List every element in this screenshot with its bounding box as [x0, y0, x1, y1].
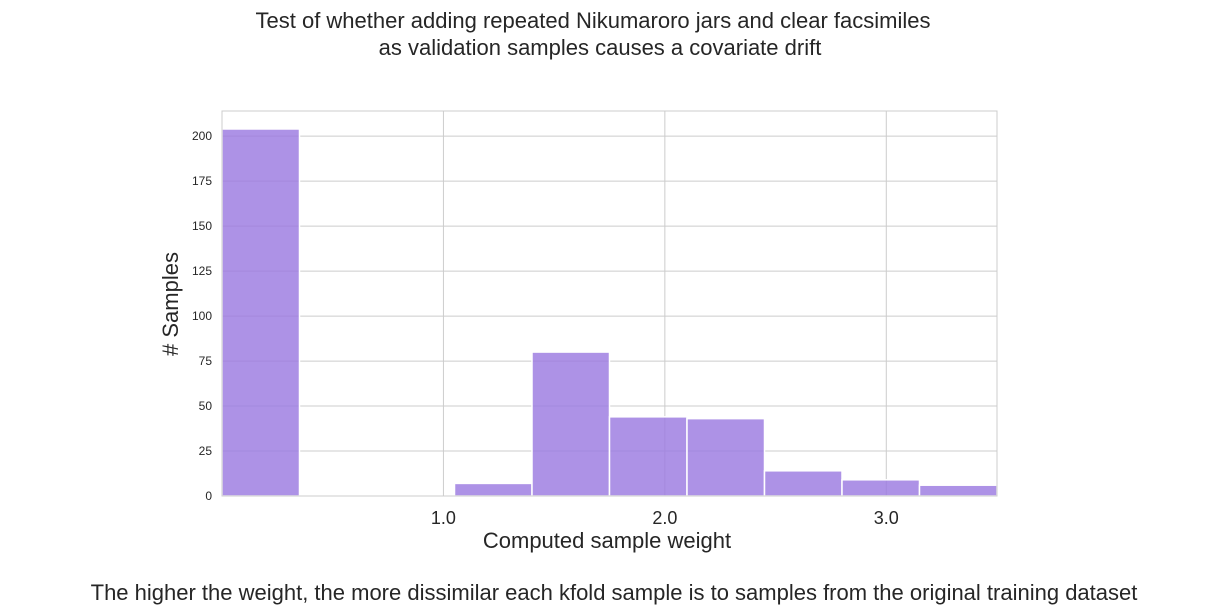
y-axis-ticks: 0 25 50 75 100 125 150 175 200 [192, 129, 212, 503]
grid-lines [222, 111, 997, 497]
chart-title-line-1: Test of whether adding repeated Nikumaro… [256, 8, 931, 33]
y-tick-label: 0 [205, 489, 212, 503]
y-tick-label: 25 [199, 444, 213, 458]
y-tick-label: 150 [192, 219, 212, 233]
x-axis-label: Computed sample weight [483, 528, 731, 553]
y-tick-label: 50 [199, 399, 213, 413]
histogram-bar [686, 417, 766, 497]
histogram-bar [453, 482, 533, 497]
histogram-bar [763, 470, 843, 497]
y-tick-label: 125 [192, 264, 212, 278]
histogram-bar [918, 484, 998, 497]
chart-title: Test of whether adding repeated Nikumaro… [256, 8, 931, 60]
histogram-bars [221, 128, 998, 497]
x-tick-label: 2.0 [652, 508, 677, 528]
y-tick-label: 175 [192, 174, 212, 188]
x-tick-label: 1.0 [431, 508, 456, 528]
y-tick-label: 100 [192, 309, 212, 323]
y-axis-label: # Samples [158, 252, 183, 356]
y-tick-label: 75 [199, 354, 213, 368]
y-tick-label: 200 [192, 129, 212, 143]
chart-title-line-2: as validation samples causes a covariate… [379, 35, 822, 60]
x-tick-label: 3.0 [874, 508, 899, 528]
chart-caption: The higher the weight, the more dissimil… [91, 580, 1138, 605]
histogram-bar [531, 351, 611, 497]
plot-frame [221, 110, 998, 497]
histogram-bar [221, 128, 301, 497]
histogram-bar [608, 416, 688, 497]
histogram-bar [841, 479, 921, 497]
x-axis-ticks: 1.0 2.0 3.0 [431, 508, 899, 528]
